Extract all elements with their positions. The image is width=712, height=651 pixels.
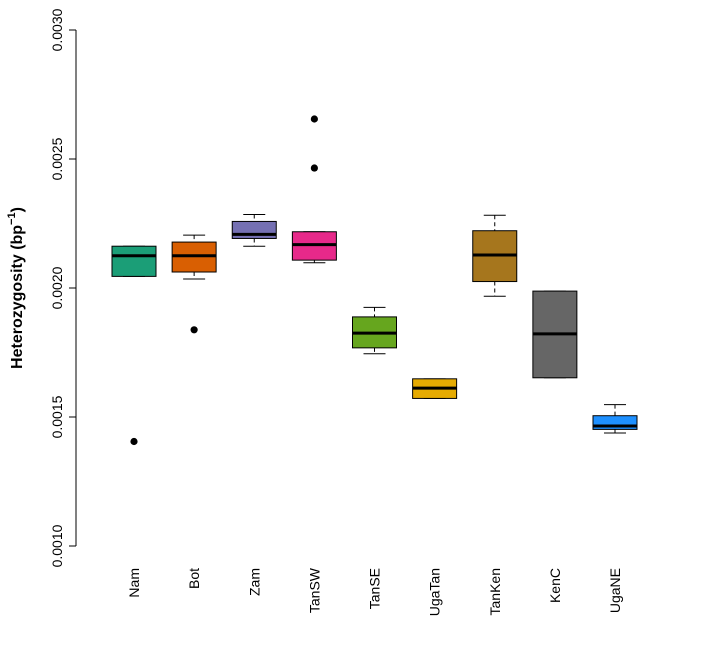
outlier-point bbox=[130, 437, 138, 446]
y-tick-label: 0.0025 bbox=[49, 137, 65, 180]
box-tanken bbox=[472, 214, 518, 297]
boxes bbox=[111, 115, 638, 446]
y-tick-label: 0.0010 bbox=[49, 524, 65, 567]
x-tick-label: UgaTan bbox=[427, 568, 443, 616]
x-tick-label: Bot bbox=[186, 568, 202, 589]
y-axis-label-main: Heterozygosity (bp bbox=[9, 225, 26, 369]
x-tick-label: Zam bbox=[246, 568, 262, 596]
y-axis-label-superscript: −1 bbox=[6, 212, 18, 225]
y-axis-label: Heterozygosity (bp−1) bbox=[6, 207, 26, 369]
outlier-point bbox=[190, 326, 198, 334]
y-axis-label-close: ) bbox=[9, 207, 26, 212]
x-tick-label: Nam bbox=[126, 568, 142, 598]
y-tick-label: 0.0015 bbox=[49, 395, 65, 438]
x-tick-label: TanSW bbox=[306, 567, 322, 613]
x-tick-label: TanKen bbox=[487, 568, 503, 615]
box-ugane bbox=[592, 404, 638, 434]
outlier-point bbox=[310, 115, 318, 123]
x-tick-label: KenC bbox=[547, 568, 563, 603]
box-iqr bbox=[231, 220, 277, 239]
box-iqr bbox=[111, 245, 157, 277]
box-kenc bbox=[532, 290, 578, 379]
y-axis: 0.0010 0.0015 0.0020 0.0025 0.0030 bbox=[49, 8, 77, 567]
box-bot bbox=[171, 234, 217, 334]
x-tick-label: UgaNE bbox=[607, 568, 623, 613]
box-nam bbox=[111, 245, 157, 446]
box-ugatan bbox=[412, 378, 458, 399]
y-tick-label: 0.0030 bbox=[49, 8, 65, 51]
box-tanse bbox=[352, 306, 397, 355]
outlier-point bbox=[310, 164, 318, 172]
y-ticks: 0.0010 0.0015 0.0020 0.0025 0.0030 bbox=[49, 8, 76, 567]
x-tick-label: TanSE bbox=[367, 568, 383, 609]
box-zam bbox=[231, 213, 277, 247]
y-tick-label: 0.0020 bbox=[49, 266, 65, 309]
x-axis-labels: Nam Bot Zam TanSW TanSE UgaTan TanKen KenC UgaNE bbox=[126, 567, 623, 616]
box-tansw bbox=[291, 115, 337, 264]
